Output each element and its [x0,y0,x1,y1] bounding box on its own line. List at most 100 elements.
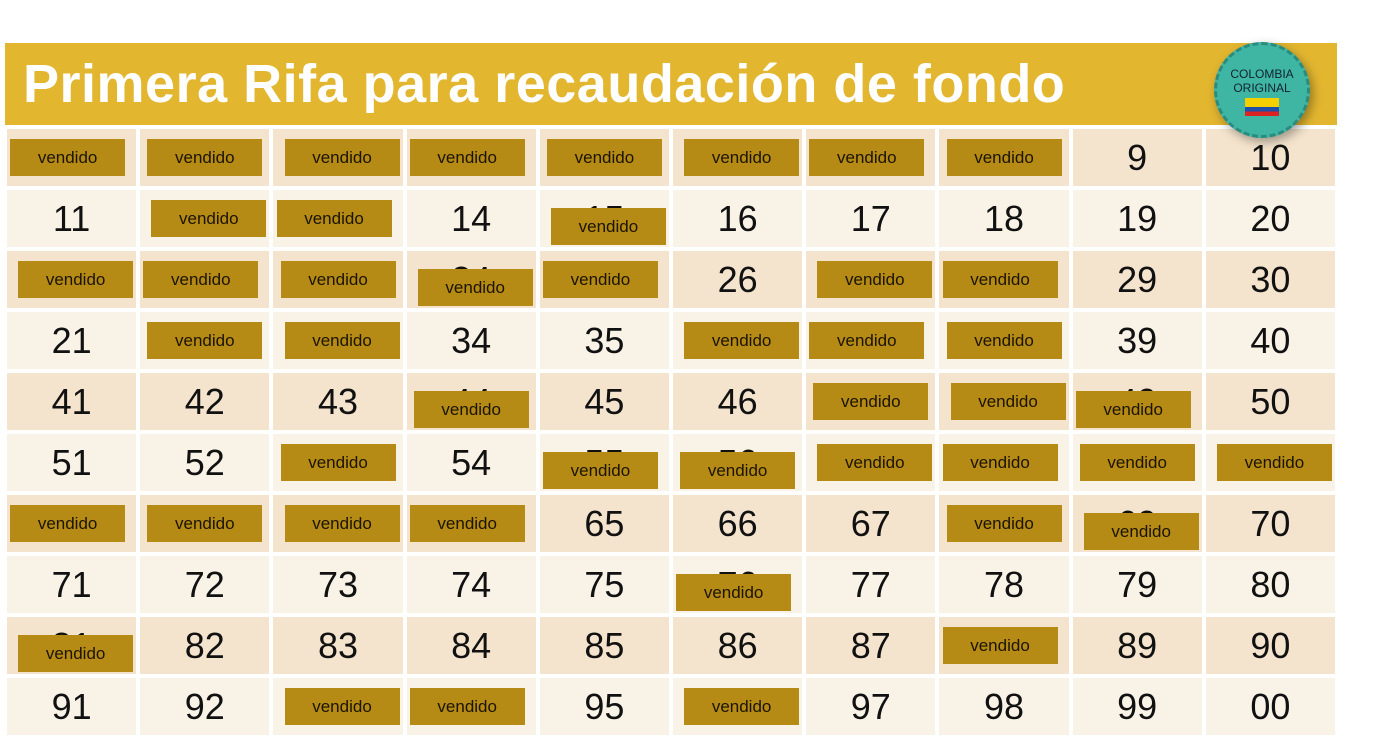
raffle-cell: 29 [1070,249,1204,310]
sold-label: vendido [542,452,658,489]
sold-label: vendido [143,261,259,298]
raffle-cell: 00 [1203,676,1337,737]
sold-label: vendido [1075,391,1191,428]
sold-label: vendido [280,261,396,298]
sold-label: vendido [946,505,1062,542]
raffle-cell: 11 [5,188,139,249]
sold-label: vendido [680,452,796,489]
sold-label: vendido [284,688,400,725]
sold-label: vendido [942,444,1058,481]
sold-label: vendido [276,200,392,237]
sold-label: vendido [147,505,263,542]
sold-label: vendido [942,261,1058,298]
raffle-cell: 18 [937,188,1071,249]
raffle-cell: 34 [404,310,538,371]
raffle-cell: 80 [1203,554,1337,615]
sold-label: vendido [950,383,1066,420]
raffle-cell: 71 [5,554,139,615]
raffle-cell: 66 [671,493,805,554]
raffle-cell: 46 [671,371,805,432]
flag-icon [1245,98,1279,116]
sold-label: vendido [550,208,666,245]
sold-label: vendido [409,688,525,725]
raffle-cell: 42 [138,371,272,432]
sold-label: vendido [942,627,1058,664]
raffle-cell: 67 [804,493,938,554]
sold-label: vendido [409,505,525,542]
raffle-cell: 79 [1070,554,1204,615]
sold-label: vendido [809,322,925,359]
raffle-cell: 9 [1070,127,1204,188]
raffle-cell: 30 [1203,249,1337,310]
raffle-cell: 19 [1070,188,1204,249]
sold-label: vendido [684,688,800,725]
raffle-cell: 86 [671,615,805,676]
sold-label: vendido [817,261,933,298]
raffle-cell: 95 [537,676,671,737]
sold-label: vendido [18,261,134,298]
sold-label: vendido [813,383,929,420]
sold-label: vendido [280,444,396,481]
sold-label: vendido [809,139,925,176]
raffle-cell: 17 [804,188,938,249]
header: Primera Rifa para recaudación de fondo [5,43,1337,125]
raffle-cell: 54 [404,432,538,493]
sold-label: vendido [284,505,400,542]
raffle-cell: 84 [404,615,538,676]
badge-line: ORIGINAL [1233,81,1291,95]
raffle-cell: 51 [5,432,139,493]
raffle-cell: 83 [271,615,405,676]
title: Primera Rifa para recaudación de fondo [23,54,1066,114]
sold-label: vendido [546,139,662,176]
raffle-cell: 91 [5,676,139,737]
raffle-cell: 74 [404,554,538,615]
sold-label: vendido [676,574,792,611]
sold-label: vendido [684,139,800,176]
raffle-cell: 85 [537,615,671,676]
raffle-cell: 26 [671,249,805,310]
raffle-cell: 77 [804,554,938,615]
sold-label: vendido [946,322,1062,359]
sold-label: vendido [10,505,126,542]
raffle-cell: 40 [1203,310,1337,371]
sold-label: vendido [1083,513,1199,550]
raffle-cell: 73 [271,554,405,615]
raffle-cell: 35 [537,310,671,371]
sold-label: vendido [147,322,263,359]
sold-label: vendido [284,322,400,359]
sold-label: vendido [817,444,933,481]
raffle-cell: 92 [138,676,272,737]
raffle-cell: 65 [537,493,671,554]
raffle-cell: 16 [671,188,805,249]
raffle-cell: 21 [5,310,139,371]
raffle-cell: 52 [138,432,272,493]
raffle-cell: 90 [1203,615,1337,676]
raffle-cell: 20 [1203,188,1337,249]
sold-label: vendido [684,322,800,359]
sold-label: vendido [147,139,263,176]
badge-line: COLOMBIA [1230,67,1294,81]
raffle-cell: 98 [937,676,1071,737]
sold-label: vendido [151,200,267,237]
raffle-cell: 78 [937,554,1071,615]
raffle-cell: 82 [138,615,272,676]
raffle-cell: 41 [5,371,139,432]
sold-label: vendido [417,269,533,306]
sold-label: vendido [284,139,400,176]
raffle-cell: 43 [271,371,405,432]
raffle-cell: 75 [537,554,671,615]
raffle-cell: 97 [804,676,938,737]
sold-label: vendido [18,635,134,672]
raffle-cell: 89 [1070,615,1204,676]
badge: COLOMBIA ORIGINAL [1214,42,1310,138]
raffle-cell: 39 [1070,310,1204,371]
sold-label: vendido [409,139,525,176]
sold-label: vendido [10,139,126,176]
raffle-cell: 87 [804,615,938,676]
sold-label: vendido [1216,444,1332,481]
raffle-cell: 50 [1203,371,1337,432]
raffle-cell: 45 [537,371,671,432]
sold-label: vendido [542,261,658,298]
raffle-cell: 14 [404,188,538,249]
